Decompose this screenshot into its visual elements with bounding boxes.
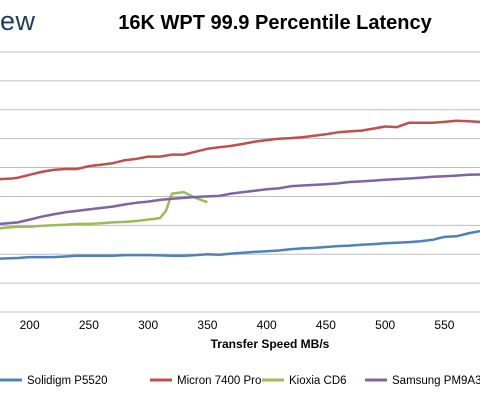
brand-logo: ew — [0, 6, 36, 36]
gridlines — [0, 51, 480, 313]
series-line — [0, 229, 480, 260]
x-axis-label: Transfer Speed MB/s — [211, 337, 330, 351]
x-tick-label: 400 — [257, 318, 277, 332]
legend: Solidigm P5520 Micron 7400 Pro Kioxia CD6 S… — [0, 375, 480, 387]
chart-title: 16K WPT 99.9 Percentile Latency — [118, 12, 432, 34]
x-tick-label: 500 — [375, 318, 395, 332]
series-line — [0, 190, 208, 230]
legend-label: Micron 7400 Pro — [177, 375, 261, 387]
x-tick-label: 200 — [20, 318, 40, 332]
x-tick-label: 550 — [434, 318, 454, 332]
x-axis: 200 250 300 350 400 450 500 550 — [20, 318, 455, 332]
x-tick-label: 250 — [79, 318, 99, 332]
series-line — [0, 173, 480, 226]
x-tick-label: 300 — [138, 318, 158, 332]
legend-label: Solidigm P5520 — [27, 375, 108, 387]
x-tick-label: 350 — [197, 318, 217, 332]
series-line — [0, 119, 480, 181]
series-lines — [0, 119, 480, 260]
legend-label: Samsung PM9A3 — [392, 375, 480, 387]
legend-label: Kioxia CD6 — [289, 375, 347, 387]
x-tick-label: 450 — [316, 318, 336, 332]
